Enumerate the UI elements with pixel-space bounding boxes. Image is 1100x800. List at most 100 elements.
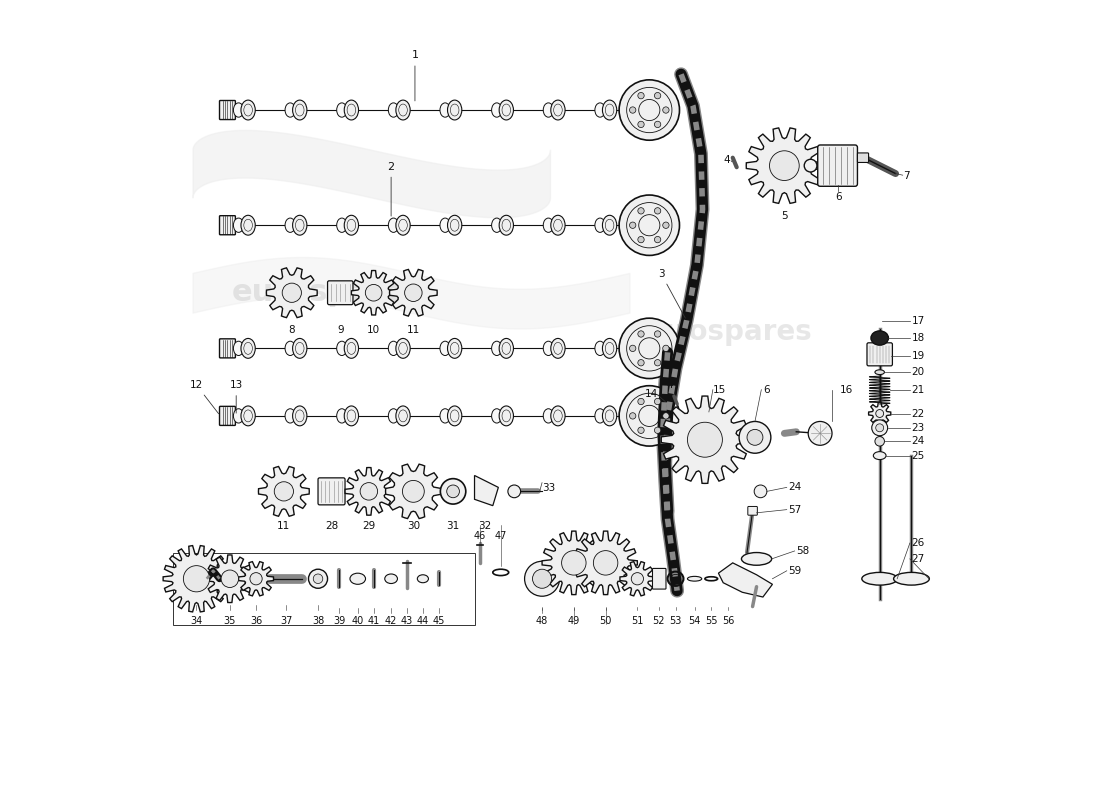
Ellipse shape: [344, 406, 359, 426]
Circle shape: [638, 122, 645, 127]
Text: 13: 13: [230, 380, 243, 413]
FancyBboxPatch shape: [652, 569, 666, 589]
Circle shape: [532, 570, 551, 588]
Text: 39: 39: [333, 616, 345, 626]
Text: 55: 55: [705, 616, 717, 626]
Circle shape: [808, 422, 832, 446]
Polygon shape: [266, 268, 317, 318]
Circle shape: [876, 424, 883, 432]
Ellipse shape: [241, 338, 255, 358]
Ellipse shape: [543, 218, 553, 232]
Text: 21: 21: [912, 386, 925, 395]
Text: 57: 57: [789, 505, 802, 514]
Ellipse shape: [285, 409, 296, 423]
Text: 46: 46: [474, 531, 486, 541]
Text: 50: 50: [600, 616, 612, 626]
Circle shape: [360, 482, 377, 500]
Ellipse shape: [543, 342, 553, 355]
Circle shape: [405, 284, 422, 302]
Ellipse shape: [344, 338, 359, 358]
Circle shape: [747, 430, 763, 446]
Circle shape: [619, 80, 680, 140]
Text: 20: 20: [912, 367, 925, 377]
Ellipse shape: [603, 338, 617, 358]
Text: 49: 49: [568, 616, 580, 626]
Ellipse shape: [871, 331, 889, 345]
Ellipse shape: [499, 406, 514, 426]
Text: 36: 36: [250, 616, 262, 626]
Polygon shape: [386, 464, 441, 518]
Circle shape: [308, 570, 328, 588]
Ellipse shape: [293, 215, 307, 235]
Text: 19: 19: [912, 351, 925, 362]
Text: eurospares: eurospares: [637, 318, 813, 346]
Text: 56: 56: [722, 616, 734, 626]
Ellipse shape: [499, 100, 514, 120]
FancyBboxPatch shape: [858, 153, 869, 162]
Text: 22: 22: [912, 409, 925, 418]
Text: 59: 59: [789, 566, 802, 576]
Ellipse shape: [873, 452, 887, 459]
Text: 11: 11: [277, 521, 290, 530]
Text: 10: 10: [367, 325, 381, 334]
FancyBboxPatch shape: [220, 406, 235, 426]
Ellipse shape: [285, 218, 296, 232]
Ellipse shape: [293, 338, 307, 358]
Ellipse shape: [337, 103, 346, 117]
Circle shape: [593, 550, 618, 575]
Circle shape: [403, 481, 425, 502]
Ellipse shape: [603, 100, 617, 120]
FancyBboxPatch shape: [817, 145, 858, 186]
Ellipse shape: [893, 572, 930, 585]
FancyBboxPatch shape: [328, 281, 353, 305]
Text: eurospares: eurospares: [231, 278, 424, 307]
Text: 17: 17: [912, 315, 925, 326]
Circle shape: [314, 574, 322, 583]
Ellipse shape: [492, 342, 502, 355]
Text: 3: 3: [658, 269, 685, 318]
Circle shape: [638, 208, 645, 214]
Ellipse shape: [344, 100, 359, 120]
Ellipse shape: [440, 409, 450, 423]
Circle shape: [876, 410, 883, 418]
Circle shape: [874, 437, 884, 446]
Text: 29: 29: [362, 521, 375, 530]
Ellipse shape: [551, 215, 565, 235]
Text: 12: 12: [190, 380, 219, 414]
Text: 14: 14: [645, 389, 658, 398]
Text: 40: 40: [352, 616, 364, 626]
Polygon shape: [239, 562, 274, 596]
Text: 38: 38: [312, 616, 324, 626]
Ellipse shape: [492, 218, 502, 232]
Polygon shape: [574, 531, 637, 594]
Ellipse shape: [551, 338, 565, 358]
Ellipse shape: [388, 409, 398, 423]
Ellipse shape: [492, 103, 502, 117]
Text: 35: 35: [223, 616, 236, 626]
Circle shape: [654, 427, 661, 434]
Polygon shape: [258, 466, 309, 516]
Ellipse shape: [861, 572, 898, 585]
Text: 4: 4: [667, 381, 673, 390]
Circle shape: [662, 107, 669, 114]
Text: 28: 28: [324, 521, 338, 530]
Ellipse shape: [595, 103, 605, 117]
Circle shape: [629, 222, 636, 229]
Circle shape: [619, 318, 680, 378]
Text: 51: 51: [631, 616, 644, 626]
Circle shape: [631, 573, 644, 585]
Ellipse shape: [233, 103, 244, 117]
Text: 18: 18: [912, 333, 925, 343]
Circle shape: [638, 331, 645, 337]
Polygon shape: [163, 546, 230, 612]
FancyBboxPatch shape: [748, 506, 757, 515]
Ellipse shape: [741, 553, 772, 566]
Ellipse shape: [293, 100, 307, 120]
Circle shape: [447, 485, 460, 498]
Ellipse shape: [440, 103, 450, 117]
FancyBboxPatch shape: [220, 339, 235, 358]
Circle shape: [654, 359, 661, 366]
Circle shape: [283, 283, 301, 302]
Ellipse shape: [595, 409, 605, 423]
Text: 6: 6: [763, 385, 770, 394]
